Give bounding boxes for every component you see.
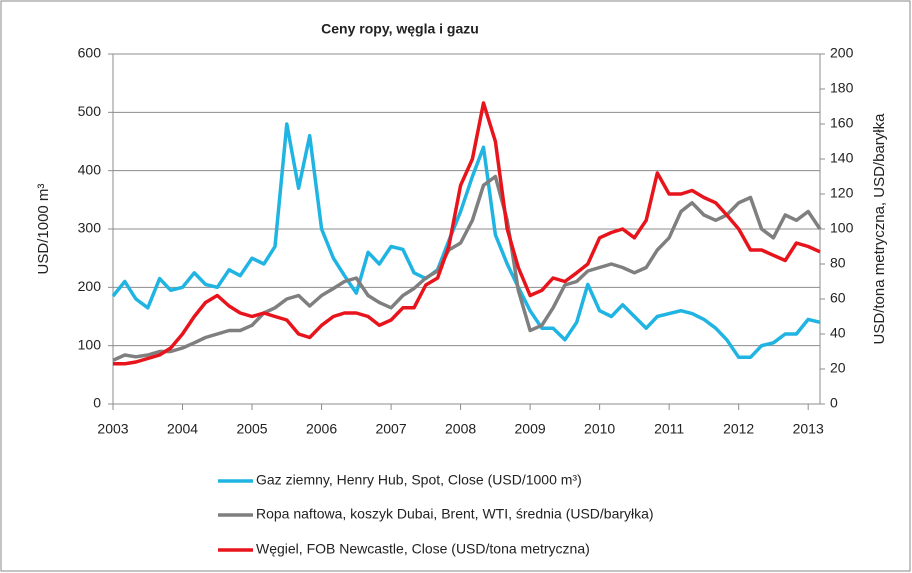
x-tick-label: 2006 [306,421,337,437]
x-tick-label: 2004 [167,421,198,437]
legend-label: Ropa naftowa, koszyk Dubai, Brent, WTI, … [256,506,654,522]
x-tick-label: 2009 [515,421,546,437]
y2-tick-label: 180 [830,80,854,96]
x-tick-label: 2008 [445,421,476,437]
y2-tick-label: 100 [830,220,854,236]
y-tick-label: 400 [78,161,102,177]
y2-tick-label: 60 [830,290,846,306]
legend-label: Węgiel, FOB Newcastle, Close (USD/tona m… [256,541,590,557]
y2-axis-title: USD/tona metryczna, USD/baryłka [871,113,888,345]
x-tick-label: 2011 [654,421,684,437]
series-line [112,174,822,362]
y2-tick-label: 80 [830,255,846,271]
series-line [111,122,821,360]
y-tick-label: 300 [78,220,102,236]
y2-tick-label: 120 [830,185,854,201]
series-line [113,101,821,366]
y-tick-label: 200 [78,278,102,294]
y2-tick-label: 0 [830,395,838,411]
y-tick-label: 600 [78,45,102,61]
legend-label: Gaz ziemny, Henry Hub, Spot, Close (USD/… [256,472,582,488]
y2-tick-label: 20 [830,360,846,376]
x-tick-label: 2013 [793,421,824,437]
y-tick-label: 100 [78,336,102,352]
y-tick-label: 500 [78,103,102,119]
y2-tick-label: 140 [830,150,854,166]
y2-tick-label: 40 [830,325,846,341]
x-tick-label: 2007 [375,421,406,437]
y-tick-label: 0 [93,395,101,411]
y2-tick-label: 160 [830,115,854,131]
x-tick-label: 2010 [584,421,615,437]
chart-title: Ceny ropy, węgla i gazu [321,21,479,37]
y2-tick-label: 200 [830,45,854,61]
x-tick-label: 2012 [723,421,754,437]
y-axis-title: USD/1000 m³ [35,184,52,275]
x-tick-label: 2005 [236,421,267,437]
x-tick-label: 2003 [97,421,128,437]
